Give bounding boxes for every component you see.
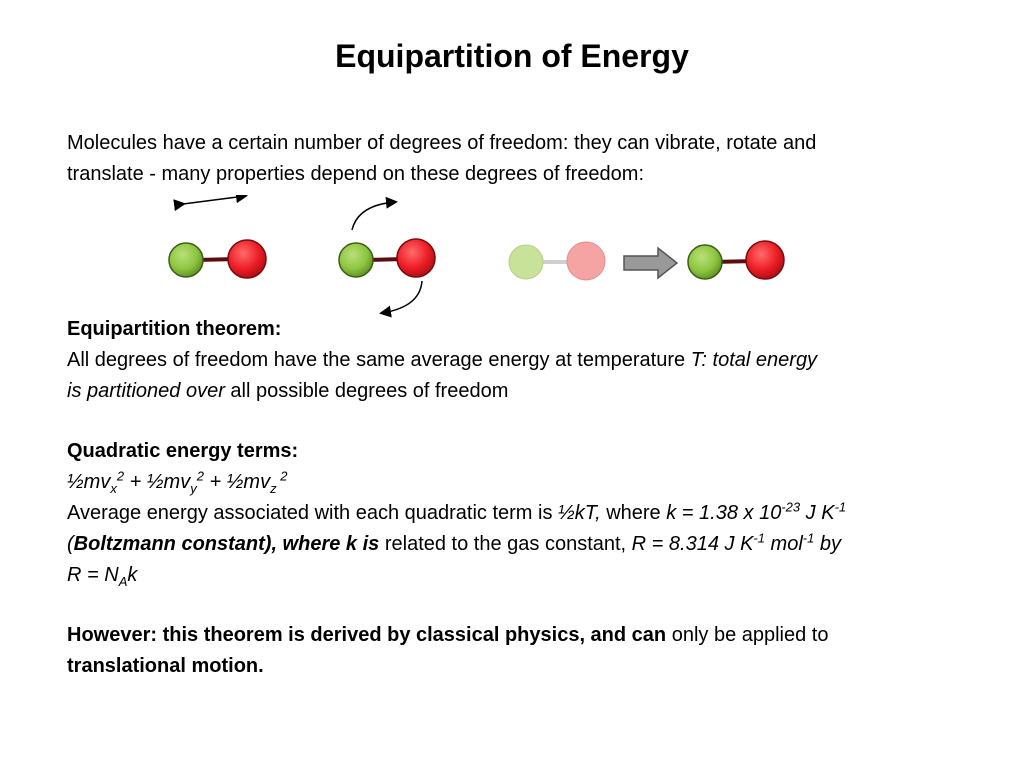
however-bold-2: translational motion. — [67, 655, 264, 677]
however-plain: only be applied to — [666, 624, 829, 646]
green-atom — [338, 242, 374, 278]
intro-line-2: translate - many properties depend on th… — [67, 163, 645, 185]
red-atom — [227, 239, 267, 279]
quadratic-formula: ½mvx2 + ½mvy2 + ½mvz 2 — [67, 468, 288, 496]
green-atom — [687, 244, 723, 280]
slide-title: Equipartition of Energy — [335, 38, 689, 74]
equipartition-section: Equipartition theorem: All degrees of fr… — [67, 314, 967, 407]
green-atom — [168, 242, 204, 278]
theorem-line1-plain: All degrees of freedom have the same ave… — [67, 349, 691, 371]
gas-constant-relation: R = NAk — [67, 564, 138, 589]
faded-green-atom — [508, 244, 544, 280]
faded-red-atom — [566, 241, 606, 281]
quadratic-heading: Quadratic energy terms: — [67, 440, 299, 462]
right-arrow-icon — [623, 246, 679, 280]
theorem-line2-plain: all possible degrees of freedom — [224, 380, 509, 402]
intro-line-1: Molecules have a certain number of degre… — [67, 132, 817, 154]
rotate-arrow-bottom-icon — [379, 280, 423, 318]
red-atom — [396, 238, 436, 278]
however-bold-1: However: this theorem is derived by clas… — [67, 624, 667, 646]
red-atom — [745, 240, 785, 280]
vibration-molecule — [168, 195, 267, 279]
intro-paragraph: Molecules have a certain number of degre… — [67, 128, 967, 190]
average-energy-line: Average energy associated with each quad… — [67, 499, 847, 524]
double-arrow-icon — [173, 195, 248, 212]
rotation-molecule — [338, 196, 436, 318]
theorem-line2-italic: is partitioned over — [67, 380, 225, 402]
theorem-line1-italic: T: total energy — [690, 349, 818, 371]
quadratic-section: Quadratic energy terms: ½mvx2 + ½mvy2 + … — [67, 436, 967, 591]
equipartition-heading: Equipartition theorem: — [67, 318, 282, 340]
rotate-arrow-top-icon — [351, 196, 398, 231]
however-section: However: this theorem is derived by clas… — [67, 620, 967, 682]
degrees-of-freedom-diagram — [168, 195, 785, 318]
boltzmann-line: (Boltzmann constant), where k is related… — [67, 530, 842, 555]
translation-molecules — [508, 240, 785, 281]
